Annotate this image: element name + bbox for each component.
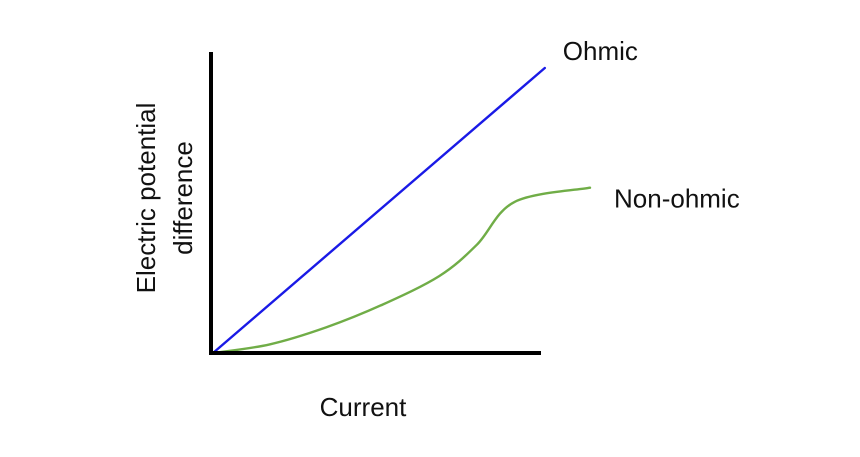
series-layer: [211, 66, 592, 355]
series-labels: Ohmic Non-ohmic: [563, 36, 740, 214]
series-line-non-ohmic: [211, 186, 592, 355]
x-axis-label: Current: [320, 392, 407, 422]
y-axis-label-line-2: difference: [168, 141, 198, 255]
series-line-ohmic: [211, 66, 546, 355]
y-axis-label-line-1: Electric potential: [131, 103, 161, 294]
axes: [209, 52, 541, 355]
series-label-non-ohmic: Non-ohmic: [614, 184, 740, 214]
series-label-ohmic: Ohmic: [563, 36, 638, 66]
y-axis-label: Electric potential difference: [131, 103, 198, 294]
